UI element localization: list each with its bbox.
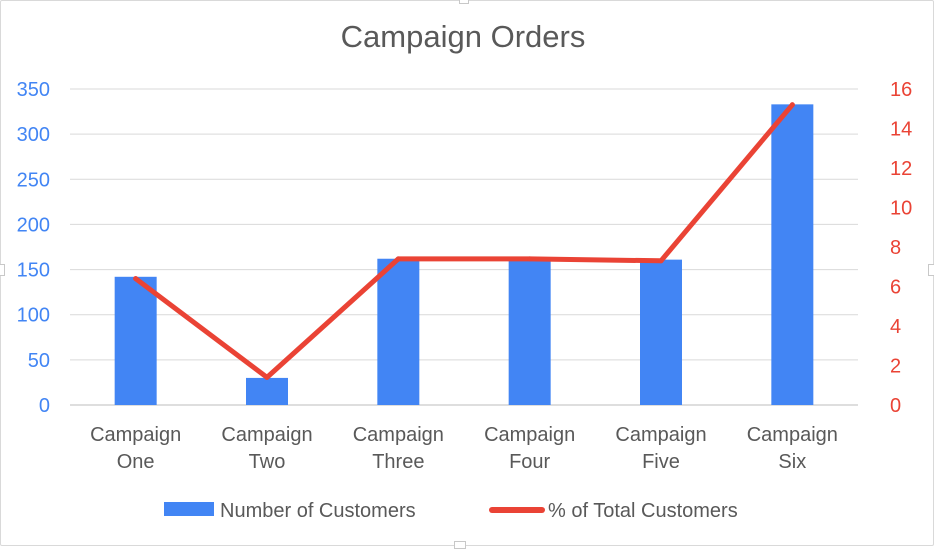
legend-label-line: % of Total Customers bbox=[548, 500, 738, 522]
line-point bbox=[527, 256, 533, 262]
right-tick-label: 10 bbox=[890, 198, 912, 220]
line-point bbox=[133, 276, 139, 282]
line-series bbox=[133, 102, 795, 380]
category-label: Two bbox=[249, 451, 286, 473]
bar bbox=[377, 258, 420, 405]
legend-label-bar: Number of Customers bbox=[220, 500, 416, 522]
line-point bbox=[658, 258, 664, 264]
right-tick-label: 14 bbox=[890, 119, 912, 141]
left-tick-label: 300 bbox=[17, 124, 50, 146]
legend-swatch-bar bbox=[164, 502, 214, 516]
category-label: One bbox=[117, 451, 155, 473]
right-tick-label: 2 bbox=[890, 356, 901, 378]
category-label: Five bbox=[642, 451, 680, 473]
bar bbox=[508, 258, 551, 405]
line-point bbox=[264, 374, 270, 380]
gridlines bbox=[70, 88, 858, 406]
right-axis: 0 2 4 6 8 10 12 14 16 bbox=[890, 79, 912, 417]
right-tick-label: 8 bbox=[890, 237, 901, 259]
category-label: Three bbox=[372, 451, 424, 473]
category-label: Campaign bbox=[615, 424, 706, 446]
chart-title: Campaign Orders bbox=[341, 19, 586, 54]
bar-series bbox=[114, 104, 814, 405]
left-tick-label: 150 bbox=[17, 260, 50, 282]
left-tick-label: 50 bbox=[28, 350, 50, 372]
right-tick-label: 4 bbox=[890, 316, 901, 338]
series-line bbox=[133, 102, 795, 380]
legend: Number of Customers % of Total Customers bbox=[164, 500, 738, 522]
category-label: Campaign bbox=[221, 424, 312, 446]
category-label: Campaign bbox=[353, 424, 444, 446]
left-axis: 0 50 100 150 200 250 300 350 bbox=[17, 79, 50, 417]
bar bbox=[640, 259, 682, 405]
right-tick-label: 12 bbox=[890, 158, 912, 180]
category-label: Campaign bbox=[484, 424, 575, 446]
bar bbox=[246, 377, 288, 405]
category-label: Four bbox=[509, 451, 550, 473]
resize-handle-left[interactable] bbox=[0, 264, 5, 276]
resize-handle-top[interactable] bbox=[459, 0, 469, 4]
resize-handle-right[interactable] bbox=[928, 264, 934, 276]
left-tick-label: 0 bbox=[39, 395, 50, 417]
left-tick-label: 250 bbox=[17, 169, 50, 191]
category-label: Six bbox=[778, 451, 806, 473]
line-point bbox=[395, 256, 401, 262]
right-tick-label: 6 bbox=[890, 277, 901, 299]
right-tick-label: 16 bbox=[890, 79, 912, 101]
left-tick-label: 200 bbox=[17, 214, 50, 236]
right-tick-label: 0 bbox=[890, 395, 901, 417]
bar bbox=[114, 276, 157, 405]
category-label: Campaign bbox=[747, 424, 838, 446]
x-axis: Campaign One Campaign Two Campaign Three Campa… bbox=[90, 424, 838, 473]
bar bbox=[771, 104, 814, 405]
left-tick-label: 350 bbox=[17, 79, 50, 101]
left-tick-label: 100 bbox=[17, 305, 50, 327]
category-label: Campaign bbox=[90, 424, 181, 446]
line-point bbox=[789, 102, 795, 108]
